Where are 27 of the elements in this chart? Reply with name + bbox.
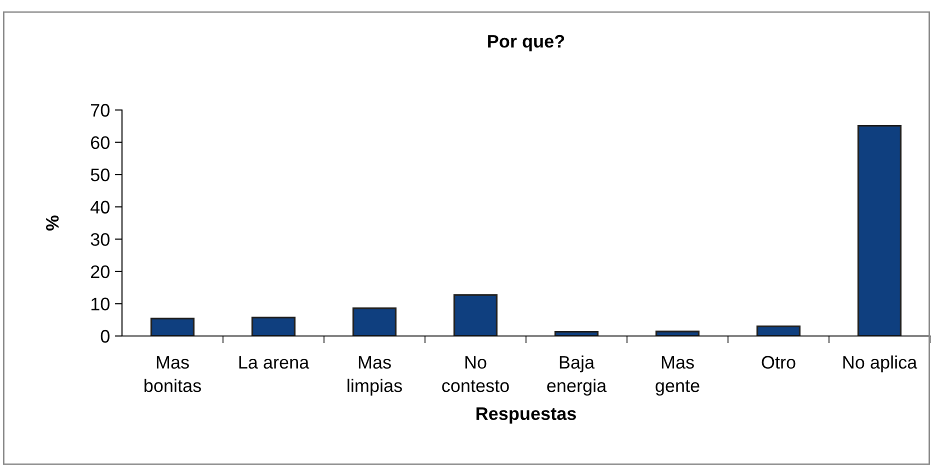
y-tick-label: 10 <box>91 298 110 310</box>
x-tick-label: Mas bonitas <box>144 356 201 392</box>
bar <box>857 124 902 336</box>
y-tick-label: 0 <box>100 330 110 343</box>
x-tick-label: No aplica <box>843 355 918 372</box>
x-tick-label: Mas gente <box>656 356 700 396</box>
x-tick-label: Baja energia <box>547 355 607 396</box>
y-tick-label: 50 <box>90 168 110 182</box>
y-tick-label: 20 <box>91 265 110 278</box>
chart-title: Por que? <box>488 34 564 52</box>
bar <box>655 330 700 336</box>
x-tick-label: No contesto <box>442 356 509 392</box>
y-tick-label: 70 <box>91 104 110 117</box>
bar <box>453 294 498 336</box>
y-axis-title: % <box>46 215 59 231</box>
bar <box>554 330 599 336</box>
x-tick-label: Mas limpias <box>348 356 402 396</box>
bar <box>756 325 801 336</box>
y-tick-label: 40 <box>90 200 110 214</box>
x-tick-label: La arena <box>239 356 310 369</box>
x-axis-title: Respuestas <box>476 407 576 424</box>
y-tick-label: 30 <box>90 233 110 246</box>
bar <box>251 316 296 336</box>
x-tick-label: Otro <box>762 356 796 369</box>
y-tick-label: 60 <box>91 136 110 150</box>
bar <box>352 307 397 336</box>
bar <box>150 318 195 336</box>
